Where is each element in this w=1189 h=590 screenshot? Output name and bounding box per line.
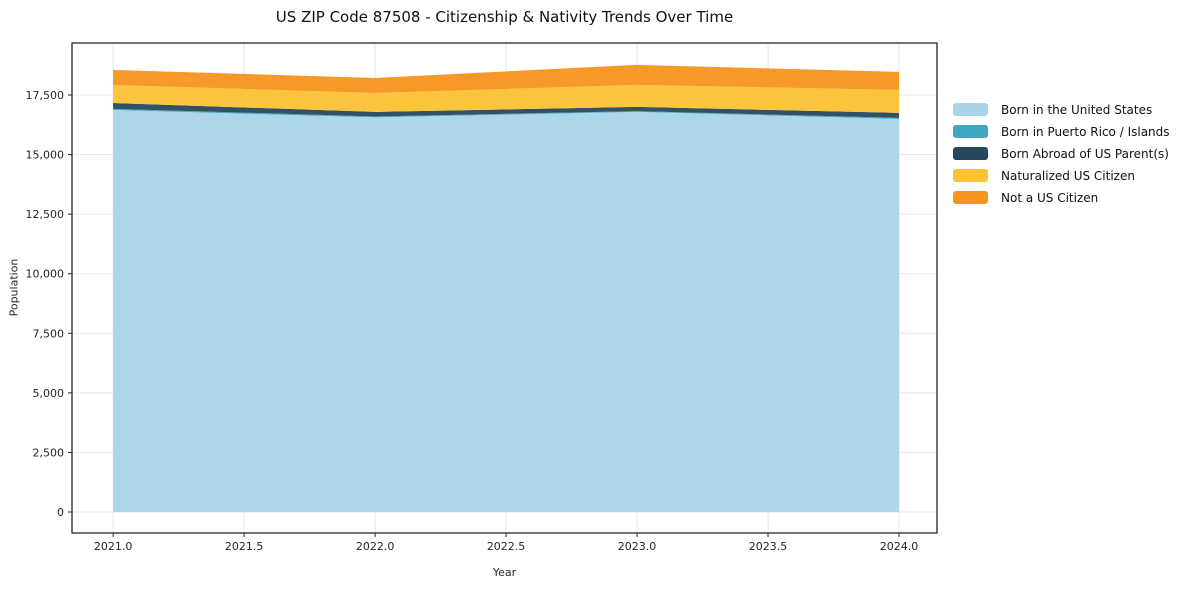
x-tick-label: 2023.0 [618, 540, 657, 553]
x-tick-label: 2022.0 [356, 540, 395, 553]
legend-item: Naturalized US Citizen [953, 168, 1170, 183]
area-series [113, 102, 900, 118]
area-series [113, 84, 900, 113]
legend-item: Born in Puerto Rico / Islands [953, 124, 1170, 139]
y-tick-label: 12,500 [26, 208, 65, 221]
x-tick-label: 2022.5 [487, 540, 526, 553]
x-axis-label: Year [492, 566, 517, 579]
x-tick-label: 2021.5 [225, 540, 264, 553]
legend-label: Born in the United States [1001, 102, 1153, 117]
y-tick-label: 17,500 [26, 89, 65, 102]
legend: Born in the United States Born in Puerto … [953, 102, 1170, 205]
y-tick-label: 7,500 [33, 327, 65, 340]
area-series [113, 110, 900, 513]
y-tick-label: 15,000 [26, 149, 65, 162]
x-tick-label: 2023.5 [749, 540, 788, 553]
legend-label: Born in Puerto Rico / Islands [1001, 124, 1170, 139]
legend-swatch [953, 147, 988, 160]
legend-label: Born Abroad of US Parent(s) [1001, 146, 1169, 161]
y-tick-label: 5,000 [33, 387, 65, 400]
plot-border [71, 42, 938, 534]
x-tick-label: 2024.0 [880, 540, 919, 553]
legend-label: Not a US Citizen [1001, 190, 1099, 205]
x-tick-label: 2021.0 [94, 540, 133, 553]
legend-item: Born Abroad of US Parent(s) [953, 146, 1170, 161]
legend-label: Naturalized US Citizen [1001, 168, 1135, 183]
legend-swatch [953, 169, 988, 182]
legend-swatch [953, 191, 988, 204]
y-tick-label: 0 [57, 506, 64, 519]
legend-swatch [953, 103, 988, 116]
chart-title: US ZIP Code 87508 - Citizenship & Nativi… [275, 8, 734, 26]
y-tick-label: 10,000 [26, 268, 65, 281]
area-series [113, 108, 900, 119]
legend-swatch [953, 125, 988, 138]
legend-item: Born in the United States [953, 102, 1170, 117]
legend-item: Not a US Citizen [953, 190, 1170, 205]
y-tick-label: 2,500 [33, 446, 65, 459]
area-series [113, 64, 900, 93]
